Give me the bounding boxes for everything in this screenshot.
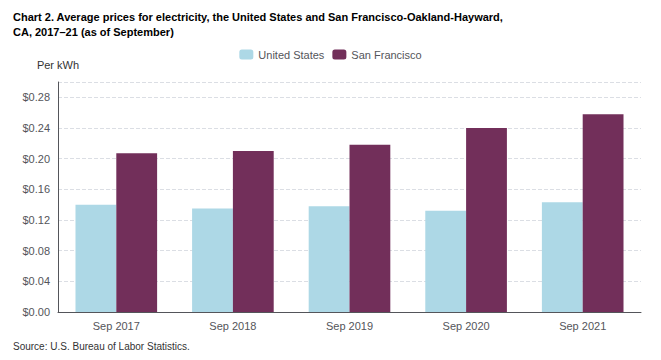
svg-text:CA, 2017–21 (as of September): CA, 2017–21 (as of September) [13, 26, 174, 38]
svg-text:$0.04: $0.04 [22, 275, 50, 287]
svg-text:San Francisco: San Francisco [351, 49, 421, 61]
svg-text:Sep 2018: Sep 2018 [209, 320, 256, 332]
svg-text:United States: United States [258, 49, 325, 61]
svg-text:Chart 2. Average prices for el: Chart 2. Average prices for electricity,… [13, 11, 503, 23]
svg-text:$0.12: $0.12 [22, 214, 50, 226]
svg-text:Sep 2021: Sep 2021 [559, 320, 606, 332]
svg-text:Source: U.S. Bureau of Labor S: Source: U.S. Bureau of Labor Statistics. [13, 341, 190, 352]
svg-text:$0.00: $0.00 [22, 306, 50, 318]
svg-text:Sep 2020: Sep 2020 [443, 320, 490, 332]
svg-text:$0.08: $0.08 [22, 245, 50, 257]
svg-text:Per kWh: Per kWh [37, 59, 79, 71]
svg-text:$0.20: $0.20 [22, 153, 50, 165]
svg-text:Sep 2017: Sep 2017 [93, 320, 140, 332]
svg-text:Sep 2019: Sep 2019 [326, 320, 373, 332]
svg-text:$0.24: $0.24 [22, 122, 50, 134]
svg-text:$0.16: $0.16 [22, 183, 50, 195]
svg-text:$0.28: $0.28 [22, 91, 50, 103]
